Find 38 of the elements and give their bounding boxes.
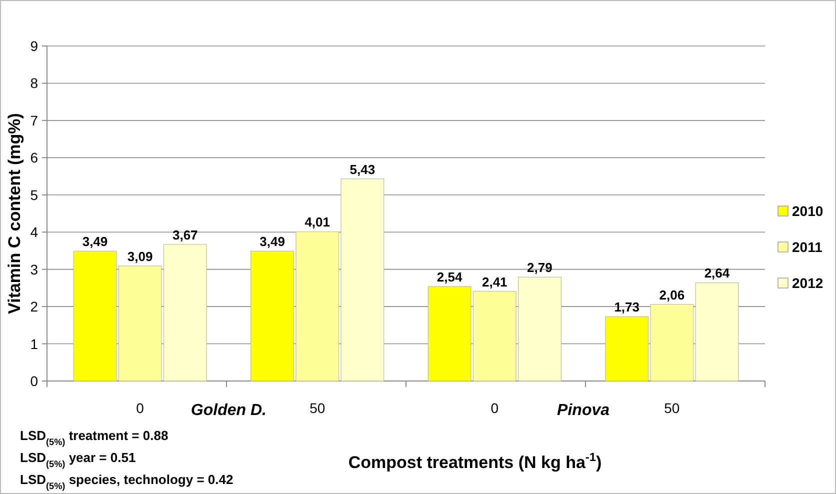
text: LSD$_{(5%)}$ year = 0.51	[20, 450, 136, 469]
text: Pinova	[557, 402, 610, 419]
data-label: 2,54	[436, 269, 463, 284]
bar	[695, 282, 739, 382]
data-label: 3,67	[172, 227, 198, 242]
y-tick-label: 1	[30, 336, 38, 352]
y-tick-label: 5	[30, 186, 38, 203]
y-tick-label: 0	[30, 373, 38, 389]
x-tick-label: 0	[490, 400, 499, 416]
data-label: 2,64	[704, 266, 730, 281]
y-tick-label: 3	[30, 261, 38, 278]
legend-label: 2011	[792, 239, 823, 255]
data-label: 2,41	[482, 274, 508, 290]
text: LSD$_{(5%)}$ species, technology = 0.42	[20, 472, 234, 491]
y-tick-label: 8	[30, 75, 38, 92]
legend-label: 2012	[792, 275, 824, 291]
y-tick-label: 9	[30, 38, 38, 54]
x-tick-label: 0	[136, 400, 144, 416]
y-tick-label: 4	[30, 224, 38, 240]
text: LSD$_{(5%)}$ treatment = 0.88	[20, 428, 168, 447]
y-tick-label: 6	[30, 150, 38, 166]
legend-label: 2010	[792, 203, 824, 219]
y-tick-label: 2	[30, 298, 38, 315]
data-label: 3,09	[127, 248, 153, 264]
data-label: 3,49	[82, 234, 108, 250]
y-tick-label: 7	[30, 112, 38, 128]
data-label: 4,01	[304, 214, 330, 230]
data-label: 1,73	[614, 300, 640, 315]
data-label: 5,43	[350, 162, 376, 177]
x-axis-title: Compost treatments (N kg ha$^{-1}$)	[348, 450, 602, 472]
x-tick-label: 50	[664, 400, 680, 416]
data-label: 2,79	[527, 260, 552, 276]
data-label: 3,49	[260, 234, 285, 250]
data-label: 2,06	[659, 287, 685, 302]
text: Golden D.	[190, 402, 266, 419]
bar	[73, 250, 117, 382]
y-axis-title: Vitamin C content (mg%)	[5, 113, 24, 314]
x-tick-label: 50	[310, 400, 326, 416]
